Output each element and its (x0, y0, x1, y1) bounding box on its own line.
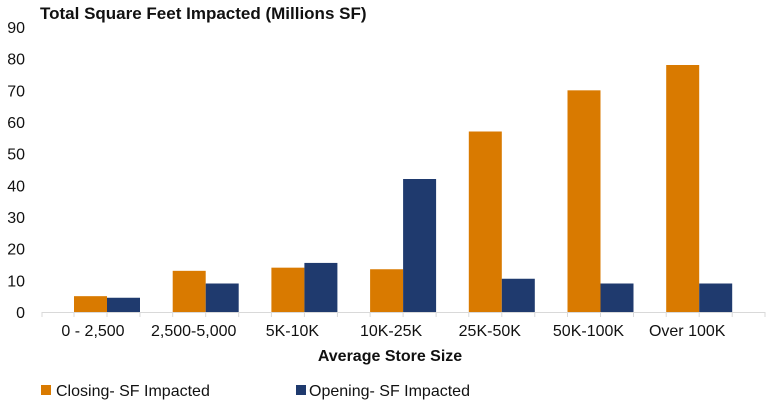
y-axis: 0 10 20 30 40 50 60 70 80 90 (7, 20, 25, 322)
bar-closing-0 (74, 296, 107, 312)
bars (74, 65, 733, 312)
y-tick-label: 10 (7, 273, 25, 290)
legend-swatch-opening (296, 385, 306, 395)
x-tick-label: Over 100K (649, 323, 726, 340)
x-tick-label: 0 - 2,500 (61, 323, 124, 340)
bar-opening-5 (600, 283, 634, 312)
legend-swatch-closing (41, 385, 51, 395)
y-tick-label: 60 (7, 115, 25, 132)
bar-opening-4 (501, 278, 535, 312)
bar-closing-3 (370, 269, 404, 312)
bar-closing-4 (468, 131, 502, 312)
legend-label-closing: Closing- SF Impacted (56, 383, 210, 400)
x-axis-title: Average Store Size (318, 348, 462, 365)
y-tick-label: 70 (7, 83, 25, 100)
bar-opening-1 (205, 283, 239, 312)
x-tick-label: 25K-50K (459, 323, 522, 340)
bar-opening-6 (699, 283, 733, 312)
x-tick-label: 2,500-5,000 (151, 323, 237, 340)
bar-closing-2 (271, 267, 305, 312)
x-tick-label: 5K-10K (266, 323, 320, 340)
x-tick-label: 10K-25K (360, 323, 423, 340)
bar-opening-3 (403, 179, 437, 312)
bar-closing-6 (666, 65, 700, 312)
legend: Closing- SF Impacted Opening- SF Impacte… (41, 383, 470, 400)
bar-opening-0 (107, 297, 140, 312)
y-tick-label: 20 (7, 242, 25, 259)
bar-closing-1 (172, 270, 206, 312)
chart-title: Total Square Feet Impacted (Millions SF) (40, 4, 367, 23)
y-tick-label: 40 (7, 178, 25, 195)
bar-opening-2 (304, 262, 338, 312)
bar-closing-5 (567, 90, 601, 312)
legend-label-opening: Opening- SF Impacted (309, 383, 470, 400)
y-tick-label: 50 (7, 147, 25, 164)
y-tick-label: 80 (7, 52, 25, 69)
y-tick-label: 0 (16, 305, 25, 322)
x-axis-ticks (41, 312, 766, 317)
x-axis-labels: 0 - 2,500 2,500-5,000 5K-10K 10K-25K 25K-50K… (61, 323, 725, 340)
x-tick-label: 50K-100K (553, 323, 624, 340)
y-tick-label: 90 (7, 20, 25, 37)
y-tick-label: 30 (7, 210, 25, 227)
